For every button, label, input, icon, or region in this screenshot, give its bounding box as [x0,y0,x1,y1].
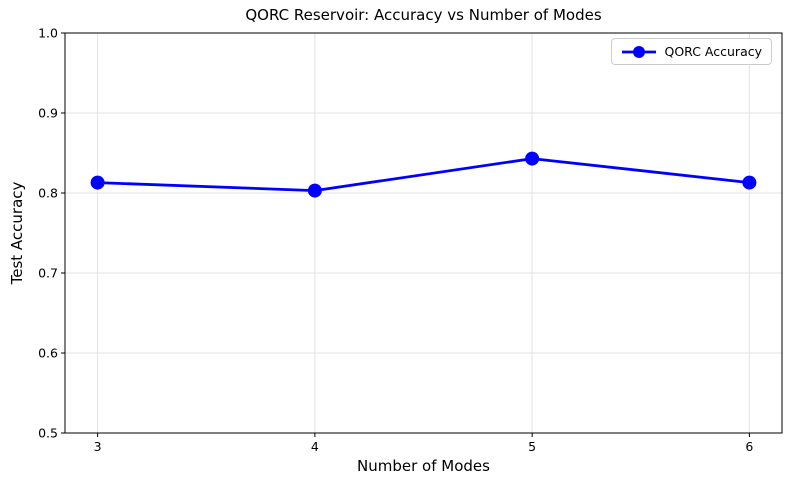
y-tick-label: 0.5 [38,426,58,441]
data-point-marker [525,151,540,166]
x-tick-label: 3 [94,439,102,454]
y-tick-label: 0.7 [38,266,58,281]
data-point-marker [90,175,105,190]
x-tick-label: 5 [528,439,536,454]
data-point-marker [742,175,757,190]
y-tick-label: 1.0 [38,26,58,41]
legend: QORC Accuracy [611,38,772,65]
y-tick-label: 0.8 [38,186,58,201]
x-axis-label: Number of Modes [357,457,490,475]
y-tick-label: 0.6 [38,346,58,361]
x-tick-label: 4 [311,439,319,454]
axes-spines [64,32,783,434]
y-tick-label: 0.9 [38,106,58,121]
x-tick-label: 6 [745,439,753,454]
data-line [96,157,751,193]
chart-title: QORC Reservoir: Accuracy vs Number of Mo… [245,6,602,24]
data-point-marker [307,183,322,198]
legend-label: QORC Accuracy [664,44,762,59]
legend-line-marker-icon [622,45,657,58]
